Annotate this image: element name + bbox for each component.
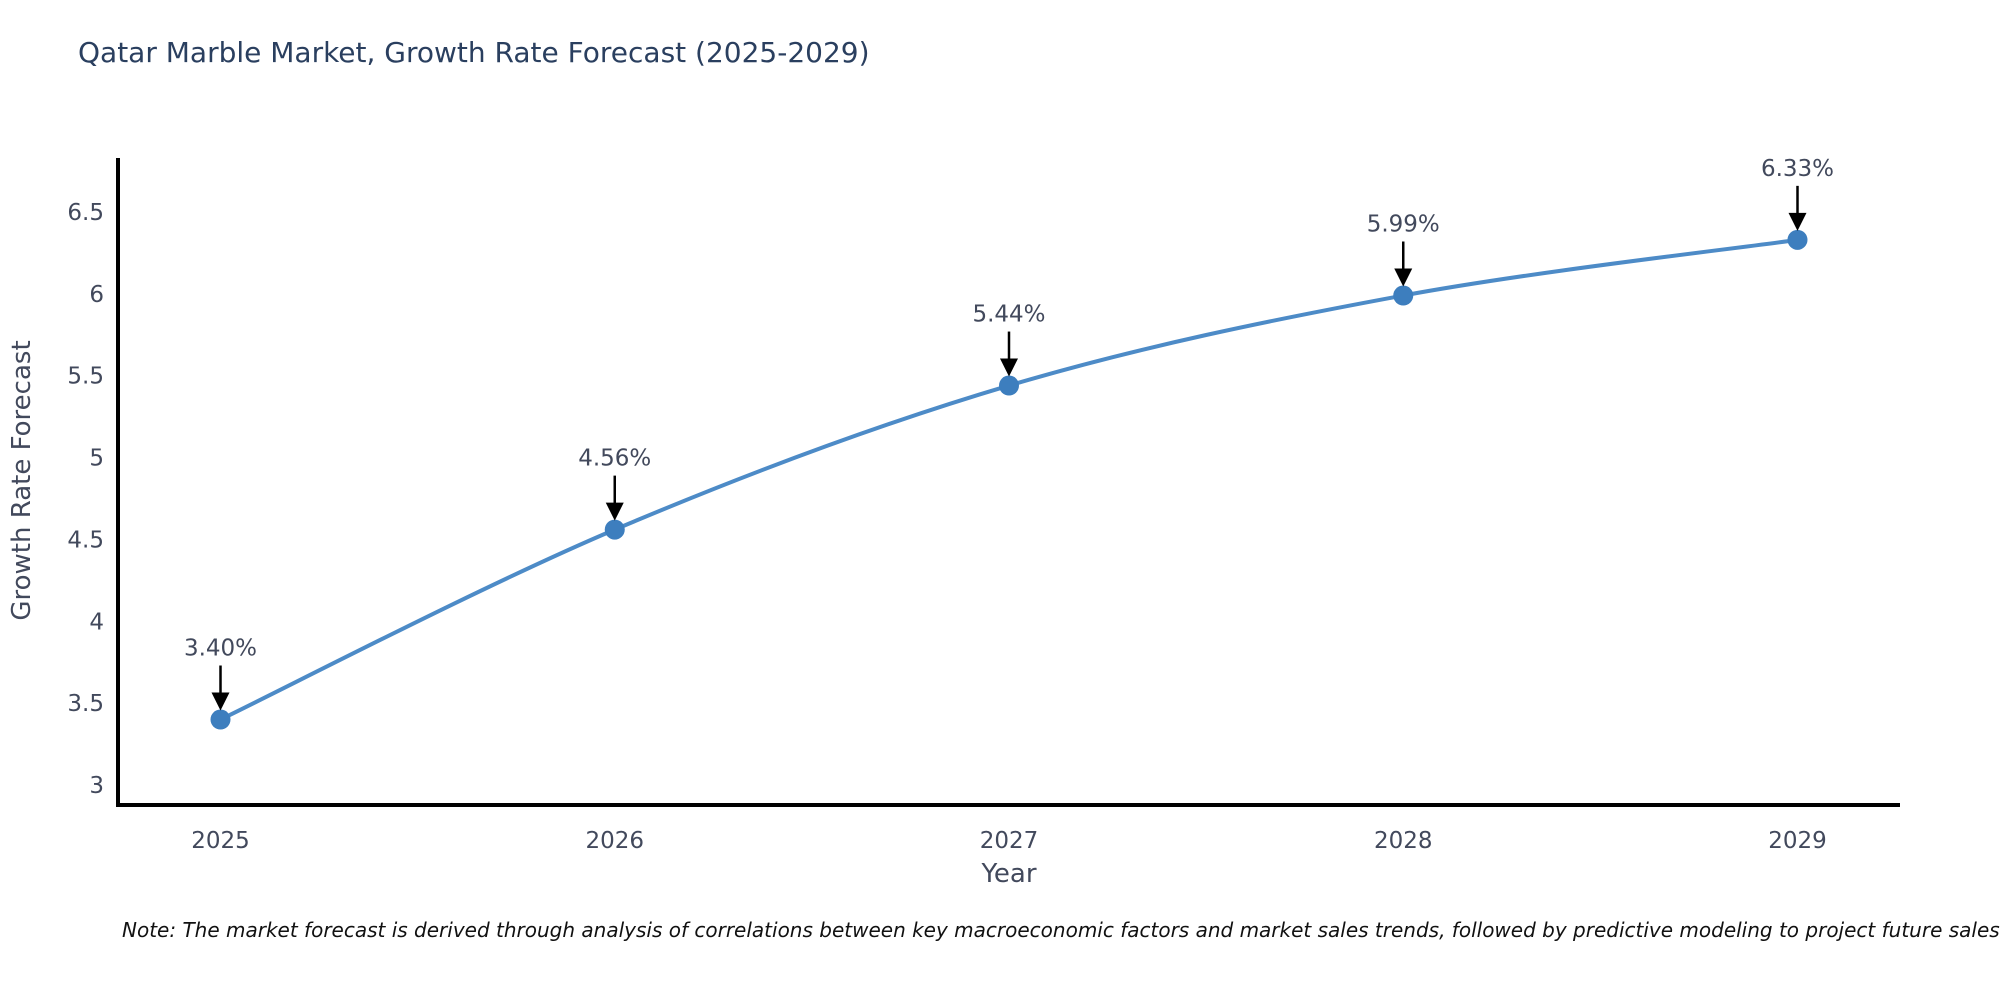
x-axis-title: Year bbox=[980, 859, 1036, 889]
x-tick-label: 2029 bbox=[1768, 828, 1827, 854]
y-tick-label: 3.5 bbox=[67, 691, 104, 717]
footnote: Note: The market forecast is derived thr… bbox=[122, 918, 2000, 942]
y-axis-title: Growth Rate Forecast bbox=[7, 340, 37, 620]
annotation-arrow-head bbox=[211, 692, 230, 711]
annotation-label: 6.33% bbox=[1761, 156, 1834, 182]
y-tick-label: 6 bbox=[89, 282, 104, 308]
x-tick-label: 2028 bbox=[1374, 828, 1433, 854]
annotation-arrow-head bbox=[1788, 212, 1807, 231]
annotation-label: 5.99% bbox=[1367, 212, 1440, 238]
y-tick-label: 4 bbox=[89, 609, 104, 635]
annotation-arrow-head bbox=[605, 502, 624, 521]
y-tick-label: 5.5 bbox=[67, 364, 104, 390]
y-tick-label: 5 bbox=[89, 446, 104, 472]
data-point-marker bbox=[604, 519, 625, 540]
annotation-label: 4.56% bbox=[578, 446, 651, 472]
x-tick-label: 2025 bbox=[191, 828, 250, 854]
annotation-arrow-head bbox=[1000, 358, 1018, 377]
x-tick-label: 2027 bbox=[980, 828, 1039, 854]
data-point-marker bbox=[210, 709, 231, 730]
annotation-arrow-head bbox=[1394, 268, 1413, 287]
chart-title: Qatar Marble Market, Growth Rate Forecas… bbox=[78, 36, 870, 69]
annotation-label: 3.40% bbox=[184, 636, 257, 662]
y-tick-label: 6.5 bbox=[67, 200, 104, 226]
axis-lines bbox=[116, 158, 1900, 807]
data-point-marker bbox=[1393, 285, 1414, 306]
data-point-marker bbox=[999, 375, 1019, 396]
annotation-label: 5.44% bbox=[972, 302, 1045, 328]
data-point-marker bbox=[1787, 229, 1808, 250]
y-tick-label: 3 bbox=[89, 773, 104, 799]
y-tick-label: 4.5 bbox=[67, 527, 104, 553]
x-tick-label: 2026 bbox=[585, 828, 644, 854]
